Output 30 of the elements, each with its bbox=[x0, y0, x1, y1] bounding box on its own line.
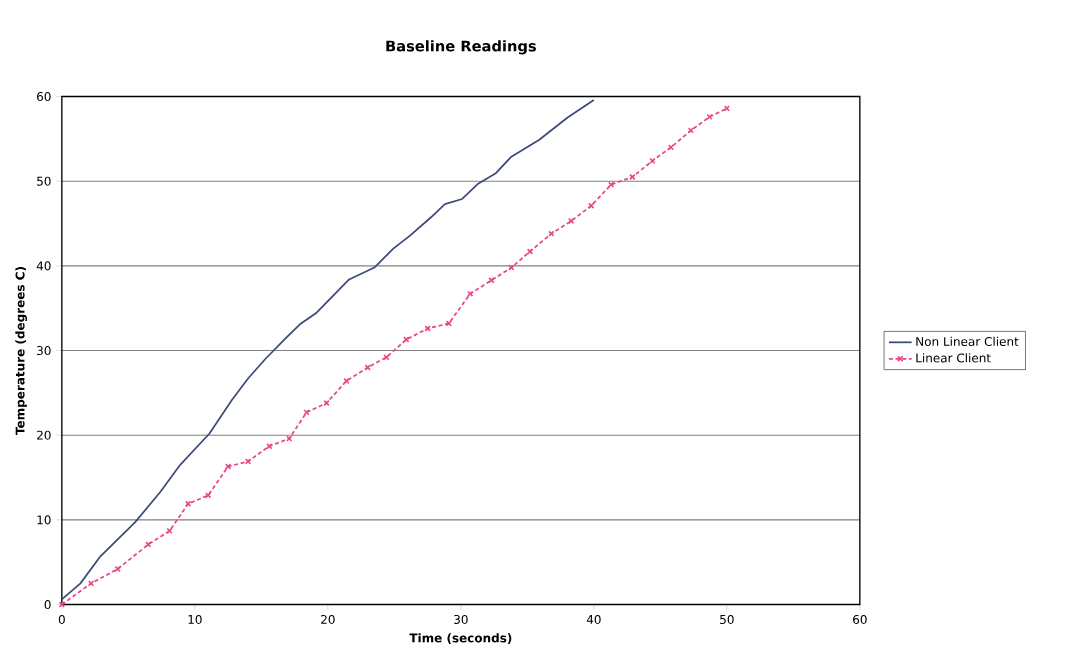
x-tick-label: 50 bbox=[720, 614, 734, 624]
legend-label: Non Linear Client bbox=[916, 336, 1019, 346]
y-tick-label: 30 bbox=[37, 345, 51, 355]
x-tick-label: 40 bbox=[586, 614, 601, 624]
y-tick-label: 20 bbox=[37, 430, 51, 440]
line-series bbox=[61, 98, 595, 601]
point bbox=[303, 409, 310, 416]
x-tick-label: 60 bbox=[853, 614, 867, 624]
x-tick-label: 0 bbox=[58, 614, 65, 624]
y-axis-title: Temperature (degrees C) bbox=[15, 266, 28, 435]
x-axis-title: Time (seconds) bbox=[409, 633, 512, 644]
point bbox=[185, 500, 192, 507]
y-tick-label: 40 bbox=[36, 261, 51, 271]
y-tick-label: 50 bbox=[37, 176, 51, 186]
point bbox=[383, 354, 390, 361]
point bbox=[467, 290, 474, 297]
x-tick-label: 10 bbox=[188, 614, 202, 624]
y-tick-label: 0 bbox=[44, 599, 51, 609]
point bbox=[266, 442, 273, 450]
x-tick-label: 30 bbox=[454, 614, 468, 624]
y-tick-label: 10 bbox=[37, 515, 51, 525]
point bbox=[508, 264, 515, 271]
legend-label: Linear Client bbox=[916, 353, 991, 363]
point bbox=[424, 325, 431, 332]
point bbox=[588, 202, 595, 209]
chart-title: Baseline Readings bbox=[386, 40, 536, 55]
x-tick-label: 20 bbox=[321, 614, 335, 624]
point bbox=[145, 541, 152, 548]
point bbox=[548, 230, 555, 237]
y-tick-label: 60 bbox=[37, 91, 51, 101]
